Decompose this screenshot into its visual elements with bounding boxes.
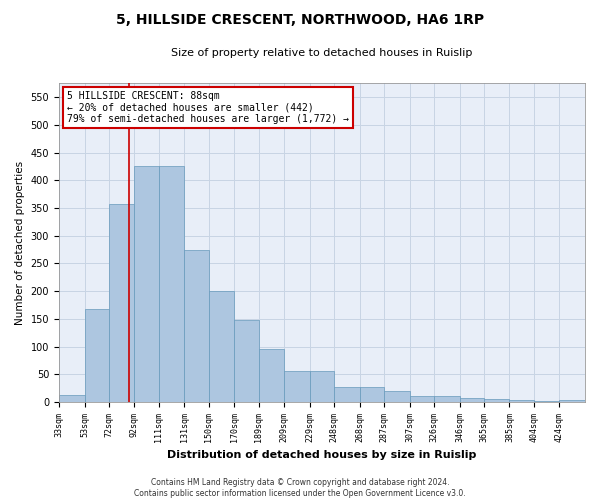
- Bar: [410, 396, 434, 402]
- Bar: [484, 399, 509, 402]
- Text: 5 HILLSIDE CRESCENT: 88sqm
← 20% of detached houses are smaller (442)
79% of sem: 5 HILLSIDE CRESCENT: 88sqm ← 20% of deta…: [67, 91, 349, 124]
- Bar: [109, 204, 134, 402]
- Text: Contains HM Land Registry data © Crown copyright and database right 2024.
Contai: Contains HM Land Registry data © Crown c…: [134, 478, 466, 498]
- Bar: [559, 400, 585, 402]
- Text: 5, HILLSIDE CRESCENT, NORTHWOOD, HA6 1RP: 5, HILLSIDE CRESCENT, NORTHWOOD, HA6 1RP: [116, 12, 484, 26]
- Bar: [334, 387, 360, 402]
- Bar: [384, 391, 410, 402]
- Bar: [310, 372, 334, 402]
- Bar: [360, 387, 384, 402]
- Title: Size of property relative to detached houses in Ruislip: Size of property relative to detached ho…: [171, 48, 473, 58]
- Bar: [259, 348, 284, 402]
- Bar: [209, 291, 234, 402]
- Bar: [509, 400, 534, 402]
- Bar: [534, 401, 559, 402]
- Bar: [85, 309, 109, 402]
- Bar: [434, 396, 460, 402]
- Bar: [184, 250, 209, 402]
- X-axis label: Distribution of detached houses by size in Ruislip: Distribution of detached houses by size …: [167, 450, 476, 460]
- Bar: [284, 372, 310, 402]
- Bar: [134, 166, 159, 402]
- Bar: [460, 398, 484, 402]
- Bar: [59, 396, 85, 402]
- Bar: [159, 166, 184, 402]
- Y-axis label: Number of detached properties: Number of detached properties: [15, 160, 25, 324]
- Bar: [234, 320, 259, 402]
